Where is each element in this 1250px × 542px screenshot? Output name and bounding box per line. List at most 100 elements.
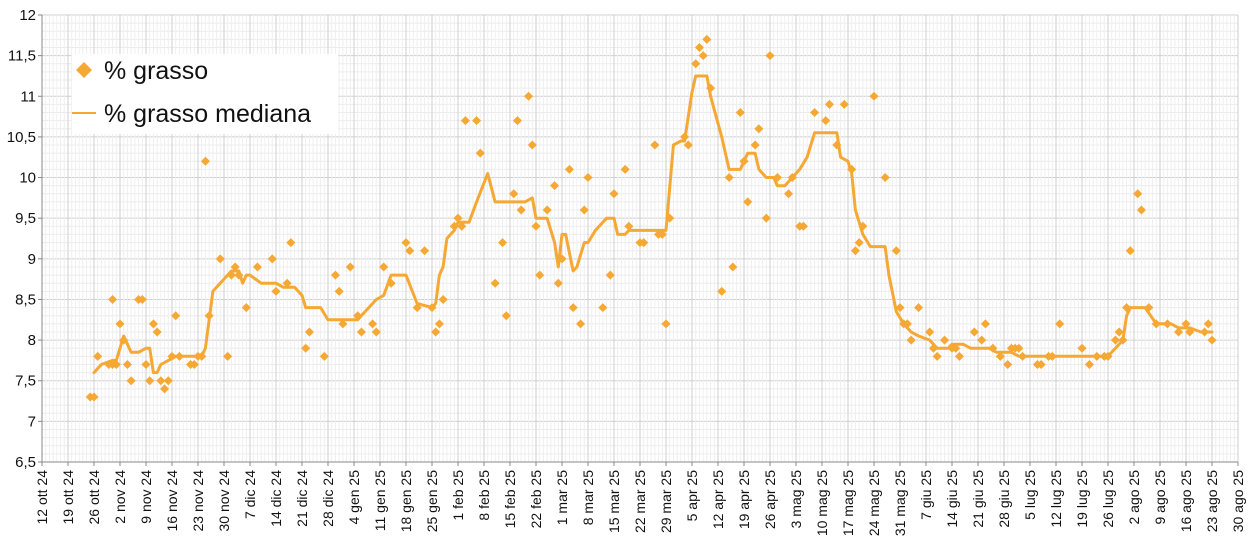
- data-point-diamond: [787, 173, 797, 183]
- data-point-diamond: [765, 51, 775, 61]
- data-point-diamond: [449, 221, 459, 231]
- x-tick-label: 22 mar 25: [632, 470, 648, 533]
- data-point-diamond: [683, 140, 693, 150]
- data-point-diamond: [230, 262, 240, 272]
- x-tick-label: 30 nov 24: [216, 470, 232, 532]
- data-point-diamond: [1084, 359, 1094, 369]
- x-tick-label: 12 ott 24: [34, 470, 50, 525]
- data-point-diamond: [145, 376, 155, 386]
- x-tick-label: 31 mag 25: [892, 470, 908, 536]
- data-point-diamond: [1018, 351, 1028, 361]
- data-point-diamond: [728, 262, 738, 272]
- x-tick-label: 30 ago 25: [1230, 470, 1246, 532]
- y-tick-label: 7: [28, 413, 36, 430]
- data-point-diamond: [657, 229, 667, 239]
- data-point-diamond: [869, 91, 879, 101]
- data-point-diamond: [111, 359, 121, 369]
- data-point-diamond: [932, 351, 942, 361]
- data-point-diamond: [401, 238, 411, 248]
- data-point-diamond: [906, 335, 916, 345]
- x-tick-label: 14 dic 24: [268, 470, 284, 527]
- data-point-diamond: [1122, 303, 1132, 313]
- legend-background: [72, 54, 338, 134]
- x-tick-label: 25 gen 25: [424, 470, 440, 532]
- data-point-diamond: [754, 124, 764, 134]
- data-point-diamond: [252, 262, 262, 272]
- x-tick-label: 11 gen 25: [372, 470, 388, 531]
- data-point-diamond: [542, 205, 552, 215]
- x-tick-label: 14 giu 25: [944, 470, 960, 528]
- x-tick-label: 4 gen 25: [346, 470, 362, 525]
- x-tick-label: 28 dic 24: [320, 470, 336, 527]
- data-point-diamond: [368, 319, 378, 329]
- data-point-diamond: [472, 116, 482, 126]
- marker-layer: [85, 34, 1217, 402]
- data-point-diamond: [977, 335, 987, 345]
- data-point-diamond: [550, 181, 560, 191]
- data-point-diamond: [89, 392, 99, 402]
- data-point-diamond: [1185, 327, 1195, 337]
- x-tick-label: 9 ago 25: [1152, 470, 1168, 525]
- x-tick-label: 21 giu 25: [970, 470, 986, 528]
- data-point-diamond: [639, 238, 649, 248]
- data-point-diamond: [739, 156, 749, 166]
- y-tick-label: 10: [19, 170, 36, 187]
- data-point-diamond: [189, 359, 199, 369]
- data-point-diamond: [661, 319, 671, 329]
- data-point-diamond: [457, 221, 467, 231]
- data-point-diamond: [141, 359, 151, 369]
- x-tick-label: 1 feb 25: [450, 470, 466, 521]
- y-tick-label: 9,5: [15, 210, 36, 227]
- data-point-diamond: [902, 319, 912, 329]
- y-tick-label: 12: [19, 7, 36, 24]
- data-point-diamond: [174, 351, 184, 361]
- data-point-diamond: [345, 262, 355, 272]
- data-point-diamond: [1077, 343, 1087, 353]
- y-tick-label: 8,5: [15, 291, 36, 308]
- data-point-diamond: [304, 327, 314, 337]
- median-line-layer: [92, 74, 1214, 375]
- x-tick-label: 8 mar 25: [580, 470, 596, 525]
- data-point-diamond: [624, 221, 634, 231]
- y-tick-label: 9: [28, 251, 36, 268]
- data-point-diamond: [405, 246, 415, 256]
- data-point-diamond: [1207, 335, 1217, 345]
- data-point-diamond: [1144, 303, 1154, 313]
- data-point-diamond: [568, 303, 578, 313]
- data-point-diamond: [516, 205, 526, 215]
- data-point-diamond: [798, 221, 808, 231]
- data-point-diamond: [234, 270, 244, 280]
- data-point-diamond: [858, 221, 868, 231]
- data-point-diamond: [524, 91, 534, 101]
- data-point-diamond: [271, 286, 281, 296]
- data-point-diamond: [1114, 327, 1124, 337]
- y-tick-label: 7,5: [15, 373, 36, 390]
- data-point-diamond: [772, 173, 782, 183]
- data-point-diamond: [379, 262, 389, 272]
- data-point-diamond: [148, 319, 158, 329]
- x-tick-label: 16 nov 24: [164, 470, 180, 532]
- data-point-diamond: [1036, 359, 1046, 369]
- data-point-diamond: [160, 384, 170, 394]
- data-point-diamond: [784, 189, 794, 199]
- data-point-diamond: [156, 376, 166, 386]
- data-point-diamond: [126, 376, 136, 386]
- data-point-diamond: [434, 319, 444, 329]
- data-point-diamond: [895, 303, 905, 313]
- x-tick-label: 17 mag 25: [840, 470, 856, 536]
- x-tick-label: 29 mar 25: [658, 470, 674, 533]
- x-tick-label: 10 mag 25: [814, 470, 830, 536]
- legend: % grasso % grasso mediana: [72, 54, 338, 134]
- data-point-diamond: [334, 286, 344, 296]
- data-point-diamond: [535, 270, 545, 280]
- data-point-diamond: [1162, 319, 1172, 329]
- data-point-diamond: [490, 278, 500, 288]
- x-tick-label: 15 feb 25: [502, 470, 518, 529]
- data-point-diamond: [386, 278, 396, 288]
- data-point-diamond: [598, 303, 608, 313]
- data-point-diamond: [609, 189, 619, 199]
- data-point-diamond: [431, 327, 441, 337]
- data-point-diamond: [353, 311, 363, 321]
- y-tick-label: 8: [28, 332, 36, 349]
